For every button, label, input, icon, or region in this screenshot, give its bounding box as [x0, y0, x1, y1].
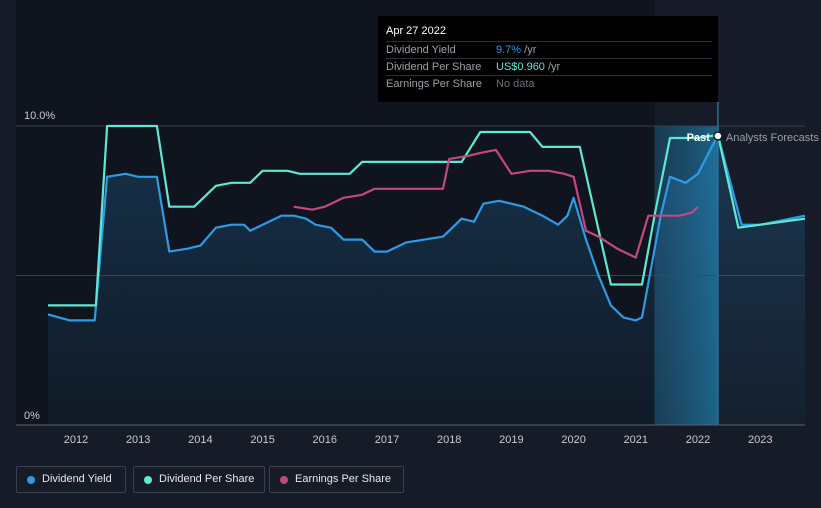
x-tick-label: 2017: [375, 434, 399, 446]
earnings-per-share-dot-icon: [280, 476, 288, 484]
y-axis-labels: 10.0% 0%: [24, 110, 55, 422]
x-tick-label: 2021: [624, 434, 648, 446]
x-axis-labels: 2012 2013 2014 2015 2016 2017 2018 2019 2020 2021…: [64, 434, 773, 446]
cursor-marker: [713, 131, 723, 141]
legend-label: Earnings Per Share: [295, 473, 391, 485]
tooltip-label: Dividend Per Share: [386, 61, 482, 73]
x-tick-label: 2016: [313, 434, 337, 446]
x-tick-label: 2020: [561, 434, 585, 446]
past-label: Past: [687, 132, 711, 144]
dividend-yield-area: [48, 135, 805, 425]
dividend-yield-line: [47, 133, 806, 322]
legend-dividend-per-share[interactable]: Dividend Per Share: [133, 466, 265, 493]
x-tick-label: 2013: [126, 434, 150, 446]
x-tick-label: 2012: [64, 434, 88, 446]
tooltip-row-earnings-per-share: Earnings Per Share No data: [386, 75, 712, 93]
y-tick-label: 10.0%: [24, 110, 55, 122]
tooltip-unit: /yr: [521, 44, 537, 56]
legend-earnings-per-share[interactable]: Earnings Per Share: [269, 466, 404, 493]
tooltip-value: US$0.960: [496, 61, 545, 73]
x-tick-label: 2015: [250, 434, 274, 446]
tooltip-label: Dividend Yield: [386, 44, 456, 56]
earnings-per-share-line: [293, 148, 699, 259]
x-tick-label: 2019: [499, 434, 523, 446]
x-tick-label: 2014: [188, 434, 212, 446]
x-tick-label: 2018: [437, 434, 461, 446]
dividend-per-share-line: [48, 124, 806, 307]
dividend-yield-dot-icon: [27, 476, 35, 484]
analysts-forecasts-label: Analysts Forecasts: [726, 132, 819, 144]
dividend-yield-area: [48, 135, 805, 425]
tooltip: Apr 27 2022 Dividend Yield 9.7% /yr Divi…: [378, 16, 718, 102]
tooltip-value: No data: [496, 78, 535, 90]
tooltip-row-dividend-yield: Dividend Yield 9.7% /yr: [386, 41, 712, 59]
tooltip-unit: /yr: [544, 61, 561, 73]
legend-label: Dividend Yield: [42, 473, 112, 485]
x-tick-label: 2022: [686, 434, 710, 446]
series-lines: [47, 124, 806, 322]
dividend-per-share-dot-icon: [144, 476, 152, 484]
y-tick-label: 0%: [24, 410, 40, 422]
tooltip-date: Apr 27 2022: [386, 25, 446, 37]
x-tick-label: 2023: [748, 434, 772, 446]
tooltip-value: 9.7%: [496, 44, 522, 56]
tooltip-label: Earnings Per Share: [386, 78, 482, 90]
tooltip-row-dividend-per-share: Dividend Per Share US$0.960 /yr: [386, 58, 712, 76]
legend-label: Dividend Per Share: [159, 473, 255, 485]
legend-dividend-yield[interactable]: Dividend Yield: [16, 466, 126, 493]
